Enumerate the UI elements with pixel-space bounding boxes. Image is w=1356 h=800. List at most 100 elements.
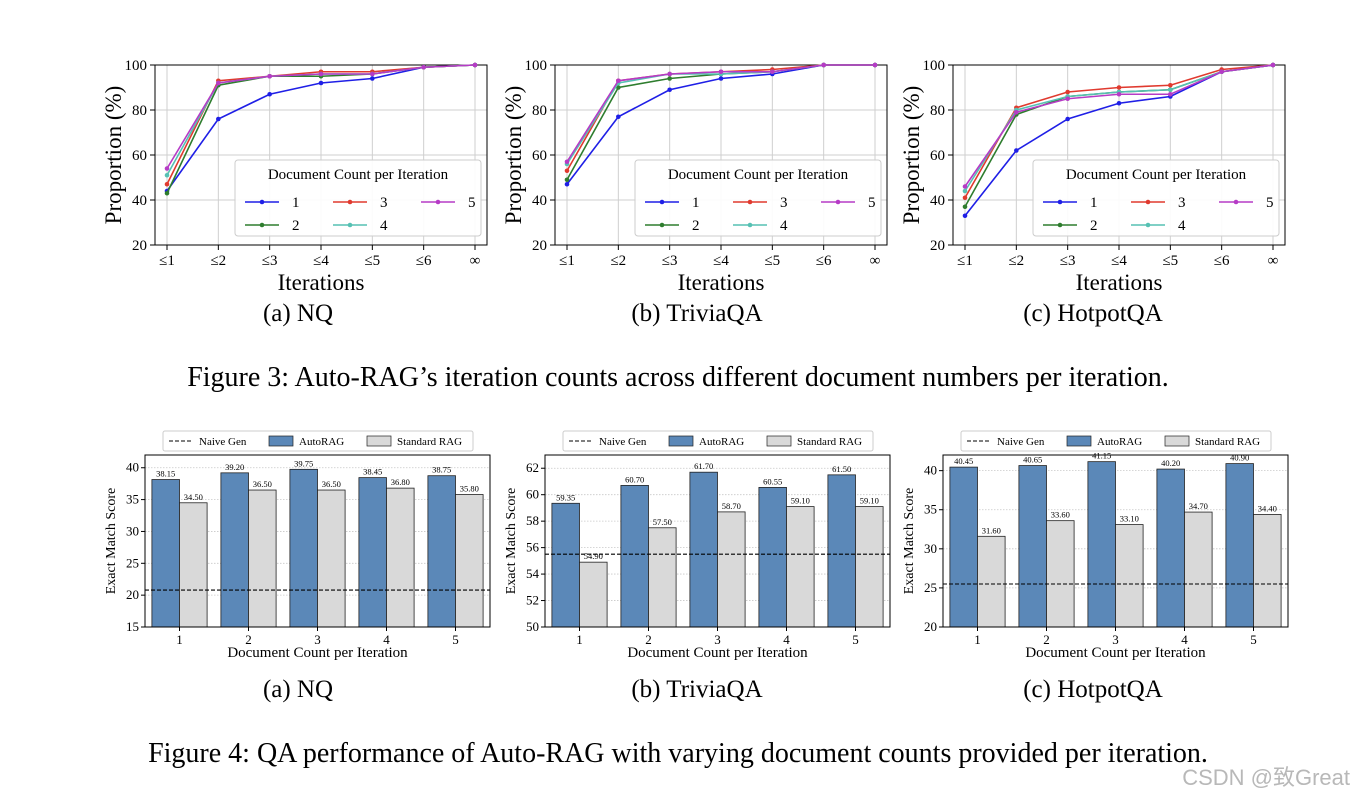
data-point — [267, 91, 272, 97]
legend-label: AutoRAG — [1097, 436, 1142, 448]
subcaption-fig3-hotpotqa: (c) HotpotQA — [1023, 300, 1163, 327]
bar-standard-rag — [977, 535, 1006, 628]
data-label-standard-rag: 58.70 — [722, 501, 741, 511]
data-point — [667, 87, 672, 93]
x-tick-label: ≤6 — [1214, 253, 1230, 269]
legend-title: Document Count per Iteration — [1066, 167, 1247, 183]
x-axis-label: Document Count per Iteration — [627, 645, 808, 661]
y-tick-label: 62 — [526, 460, 539, 475]
bar-autorag — [949, 466, 978, 628]
bar-autorag — [289, 468, 318, 628]
data-point — [1219, 69, 1224, 75]
data-point — [616, 85, 621, 90]
x-tick-label: ∞ — [1268, 253, 1279, 269]
x-tick-label: 3 — [314, 632, 321, 647]
legend-swatch-marker — [259, 222, 265, 228]
bar-chart-hotpotqa: 202530354040.4531.60140.6533.60241.1533.… — [902, 430, 1289, 661]
legend-swatch-marker — [1145, 222, 1151, 228]
y-tick-label: 20 — [532, 238, 547, 254]
x-tick-label: ≤4 — [1111, 253, 1127, 269]
data-label-autorag: 38.45 — [363, 467, 382, 477]
y-axis-label: Proportion (%) — [101, 86, 126, 225]
bar-standard-rag — [248, 489, 277, 628]
x-axis-label: Iterations — [1076, 270, 1163, 295]
x-tick-label: 5 — [852, 632, 859, 647]
data-point — [370, 71, 375, 77]
y-axis-label: Exact Match Score — [902, 488, 917, 595]
y-tick-label: 60 — [532, 148, 547, 164]
data-point — [1014, 148, 1019, 153]
legend-label: 2 — [292, 218, 300, 234]
data-point — [616, 78, 621, 84]
x-tick-label: 4 — [1181, 632, 1188, 647]
bar-chart-triviaqa: 5052545658606259.3554.90160.7057.50261.7… — [504, 430, 891, 661]
data-point — [718, 76, 724, 81]
x-axis-label: Document Count per Iteration — [227, 645, 408, 661]
x-axis-label: Iterations — [678, 270, 765, 295]
data-point — [616, 114, 621, 120]
legend-label: Standard RAG — [397, 436, 462, 448]
legend-title: Document Count per Iteration — [268, 167, 449, 183]
watermark: CSDN @致Great — [1182, 765, 1350, 790]
y-tick-label: 30 — [924, 541, 937, 556]
y-tick-label: 80 — [532, 103, 547, 119]
legend-label: 4 — [780, 218, 788, 234]
data-point — [962, 188, 968, 194]
y-tick-label: 40 — [532, 193, 547, 209]
legend-label: 3 — [1178, 195, 1186, 211]
x-tick-label: 2 — [245, 632, 252, 647]
x-tick-label: 2 — [645, 632, 652, 647]
data-point — [564, 177, 570, 183]
data-label-autorag: 60.55 — [763, 476, 782, 486]
data-point — [962, 184, 968, 189]
data-label-autorag: 40.90 — [1230, 453, 1249, 463]
subcaption-fig4-nq: (a) NQ — [262, 676, 334, 703]
data-label-autorag: 61.70 — [694, 461, 713, 471]
legend-label: 3 — [380, 195, 388, 211]
y-tick-label: 25 — [924, 580, 937, 595]
figure4-caption: Figure 4: QA performance of Auto-RAG wit… — [148, 738, 1208, 769]
bar-standard-rag — [1253, 514, 1282, 628]
data-point — [1270, 62, 1276, 68]
bar-standard-rag — [579, 561, 608, 628]
legend-swatch-marker — [1145, 199, 1151, 205]
x-tick-label: ≤3 — [1060, 253, 1076, 269]
data-label-standard-rag: 59.10 — [791, 496, 810, 506]
y-tick-label: 40 — [132, 193, 147, 209]
data-point — [1168, 91, 1173, 97]
line-chart-triviaqa: 20 40 60 80 100 ≤1 ≤2 ≤3 ≤4 ≤5 ≤6 ∞ Iterations Propor… — [501, 58, 888, 295]
data-label-autorag: 38.15 — [156, 469, 175, 479]
y-axis-label: Proportion (%) — [899, 86, 924, 225]
data-point — [164, 166, 170, 171]
y-tick-label: 50 — [526, 619, 539, 634]
y-tick-label: 35 — [126, 492, 139, 507]
x-tick-label: ≤3 — [662, 253, 678, 269]
legend-label: 1 — [1090, 195, 1098, 211]
x-tick-label: 3 — [1112, 632, 1119, 647]
data-point — [667, 71, 672, 77]
legend-title: Document Count per Iteration — [668, 167, 849, 183]
data-point — [1065, 116, 1070, 122]
x-tick-label: 1 — [576, 632, 583, 647]
x-tick-label: 5 — [1250, 632, 1257, 647]
legend-swatch-standard-rag — [366, 435, 392, 447]
x-tick-label: ≤1 — [957, 253, 973, 269]
bar-autorag — [220, 472, 249, 628]
data-label-autorag: 39.75 — [294, 458, 313, 468]
x-tick-label: ∞ — [870, 253, 881, 269]
bar-standard-rag — [1046, 520, 1075, 628]
bar-autorag — [827, 474, 856, 628]
bar-standard-rag — [786, 506, 815, 628]
y-tick-label: 40 — [930, 193, 945, 209]
data-point — [370, 76, 375, 81]
x-tick-label: 4 — [383, 632, 390, 647]
x-tick-label: 4 — [783, 632, 790, 647]
data-point — [667, 76, 672, 81]
legend-swatch-standard-rag — [1164, 435, 1190, 447]
data-point — [1168, 82, 1173, 88]
legend-swatch-marker — [747, 222, 753, 228]
y-tick-label: 60 — [526, 487, 539, 502]
legend-swatch-marker — [435, 199, 441, 205]
line-chart-nq: 20 40 60 80 100 ≤1 ≤2 ≤3 ≤4 ≤5 ≤6 ∞ Iterations Propor… — [101, 58, 488, 295]
data-point — [164, 190, 170, 196]
